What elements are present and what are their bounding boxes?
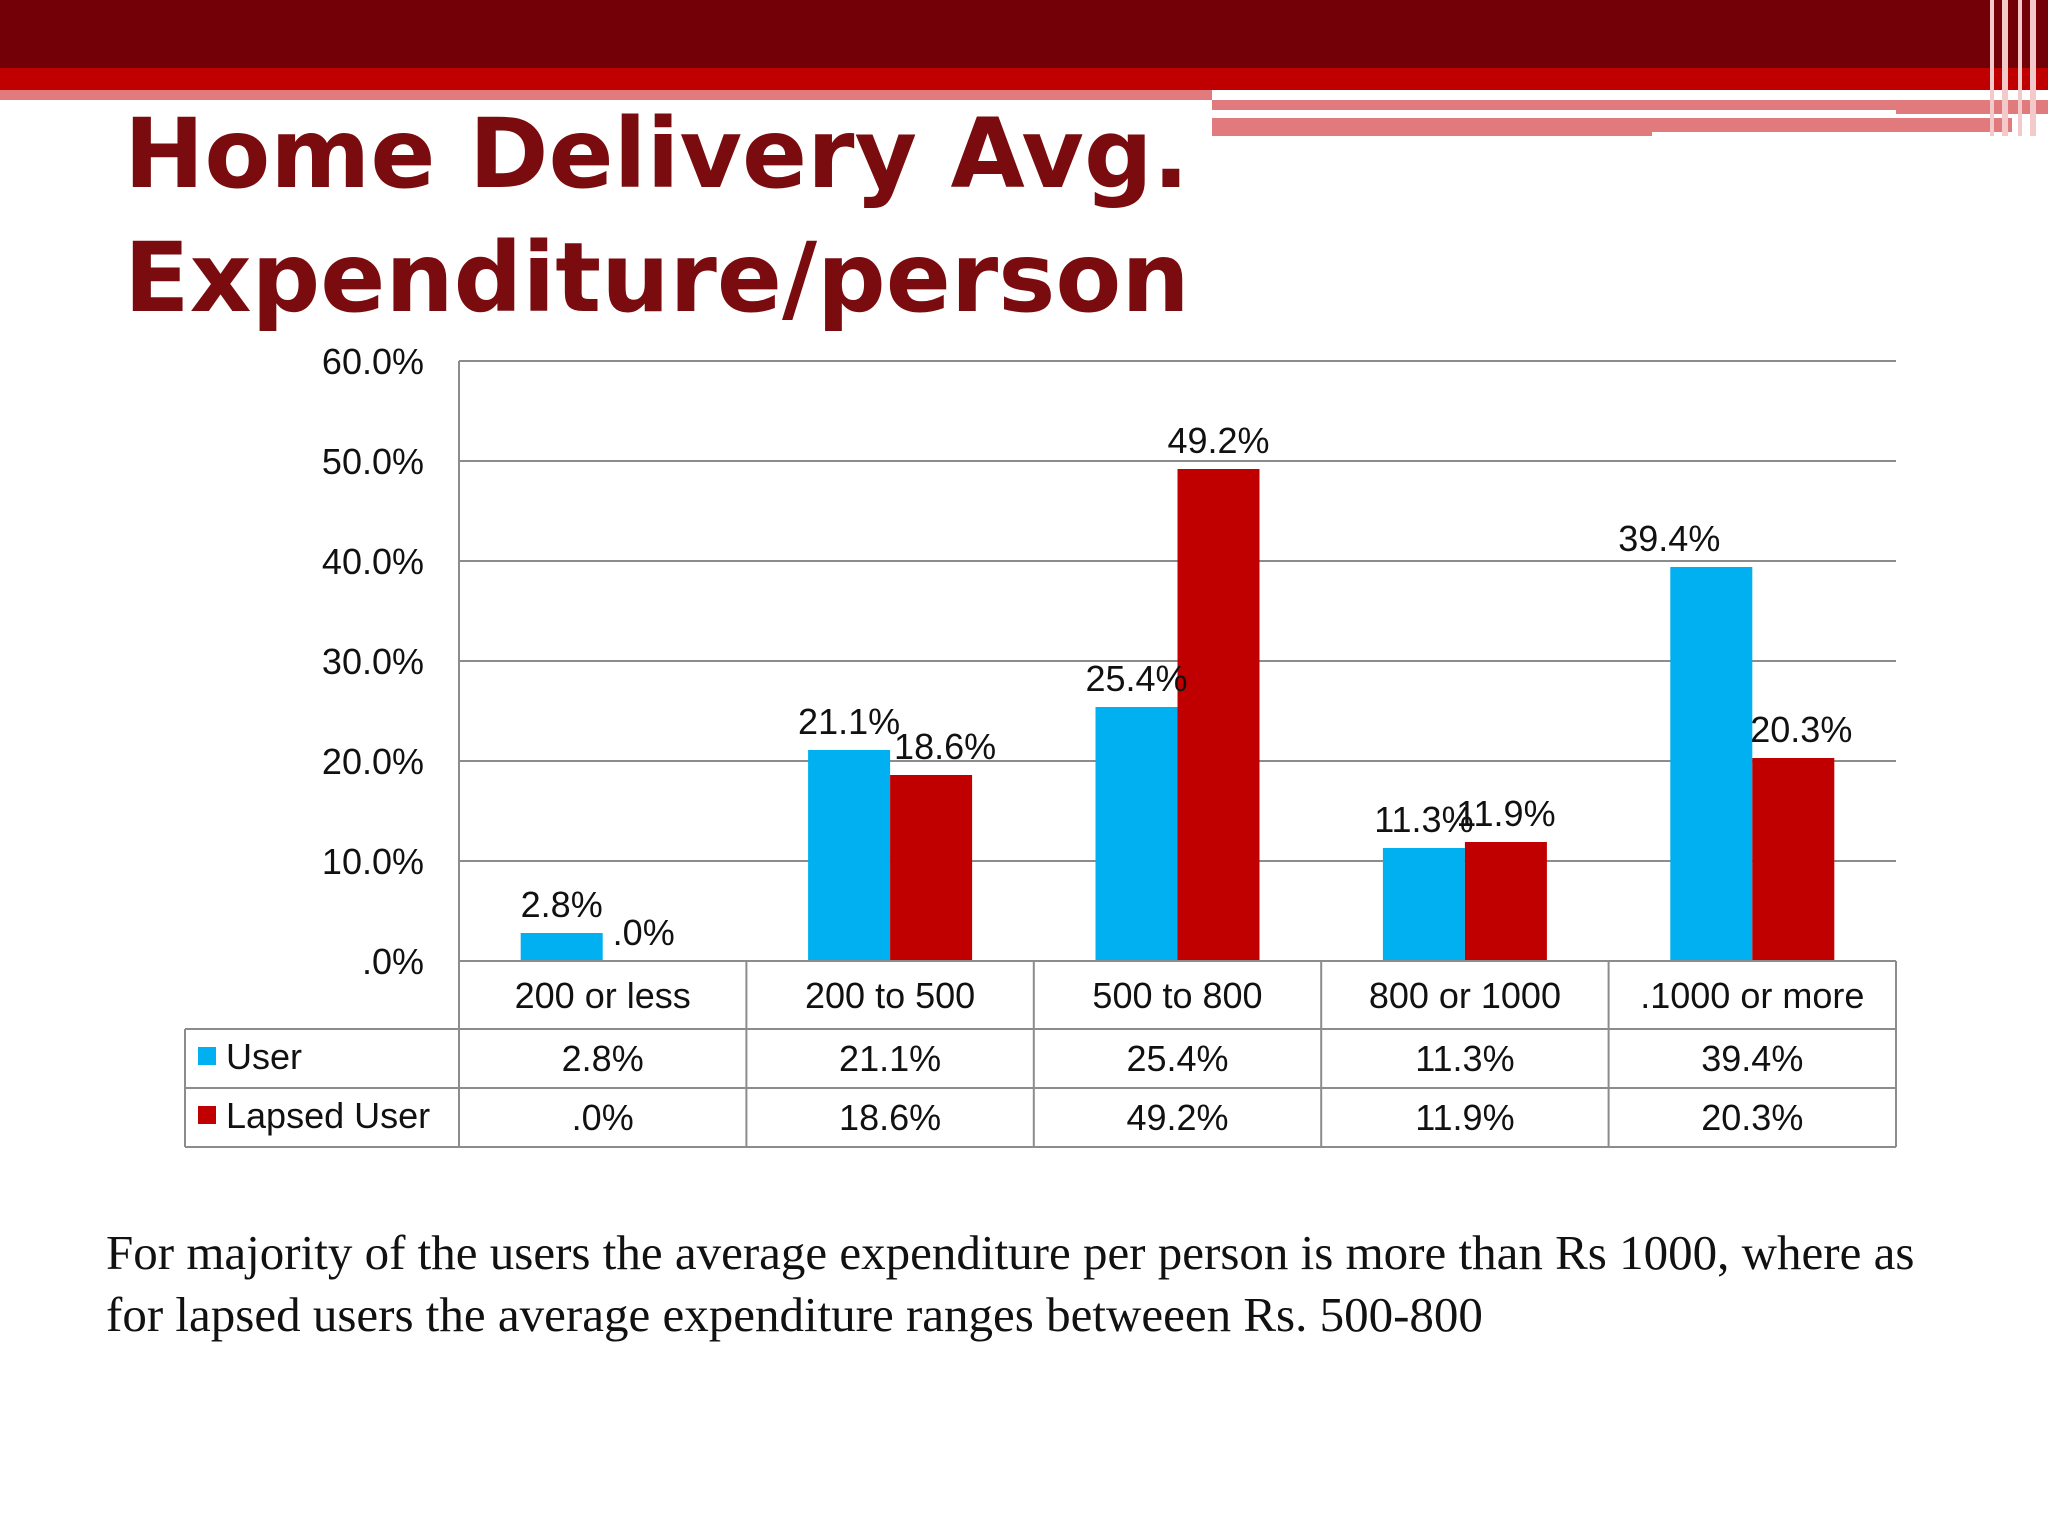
y-tick-label: 40.0%	[322, 541, 424, 582]
y-tick-label: 60.0%	[322, 341, 424, 382]
table-cell-user: 21.1%	[839, 1038, 941, 1079]
legend-label-user: User	[226, 1036, 302, 1077]
header-decoration	[0, 0, 2048, 136]
bar-lapsed-user	[1752, 758, 1835, 961]
header-stripe-2	[2002, 0, 2008, 136]
bar-user	[1670, 567, 1753, 961]
table-cell-user: 39.4%	[1701, 1038, 1803, 1079]
header-band-dark	[0, 0, 2048, 68]
table-cell-user: 11.3%	[1415, 1038, 1514, 1079]
data-table: 200 or less 200 to 500 500 to 800 800 or 10…	[184, 960, 1897, 1148]
slide-title: Home Delivery Avg. Expenditure/person	[124, 92, 1190, 340]
y-tick-label: 50.0%	[322, 441, 424, 482]
data-label-user: 2.8%	[521, 884, 603, 925]
table-cell-lapsed-user: 49.2%	[1126, 1097, 1228, 1138]
header-band-pink-lower	[1212, 118, 1652, 136]
data-label-user: 21.1%	[798, 701, 900, 742]
x-category-label: 500 to 800	[1092, 975, 1262, 1016]
table-cell-user: 2.8%	[562, 1038, 644, 1079]
table-cell-lapsed-user: 11.9%	[1415, 1097, 1514, 1138]
slide-title-line-1: Home Delivery Avg.	[124, 98, 1190, 210]
y-tick-label: 20.0%	[322, 741, 424, 782]
slide-note: For majority of the users the average ex…	[106, 1225, 1915, 1342]
legend-label-lapsed-user: Lapsed User	[226, 1095, 430, 1136]
y-tick-label: 10.0%	[322, 841, 424, 882]
data-label-user: 39.4%	[1618, 518, 1720, 559]
bar-lapsed-user	[1464, 842, 1547, 961]
header-line-white	[1212, 110, 1896, 116]
table-cell-lapsed-user: 18.6%	[839, 1097, 941, 1138]
data-label-user: 11.3%	[1374, 799, 1473, 840]
header-stripe-3	[2018, 0, 2022, 136]
header-band-pink	[0, 90, 1212, 100]
x-category-label: .1000 or more	[1640, 975, 1864, 1016]
bar-lapsed-user	[890, 775, 973, 961]
data-label-user: 25.4%	[1085, 658, 1187, 699]
data-label-lapsed-user: 20.3%	[1750, 709, 1852, 750]
x-category-label: 200 to 500	[805, 975, 975, 1016]
data-labels: 2.8% 21.1% 25.4% 11.3% 39.4% .0% 18.6% 49.2% 11.…	[521, 420, 1853, 953]
legend-swatch-lapsed-user	[198, 1106, 216, 1124]
bar-user	[1382, 848, 1465, 961]
y-tick-label: .0%	[362, 941, 424, 982]
header-band-red	[0, 68, 2048, 90]
header-stripe-4	[2030, 0, 2036, 136]
bar-user	[808, 750, 891, 961]
data-label-lapsed-user: 11.9%	[1456, 793, 1555, 834]
bar-user	[520, 933, 603, 961]
table-cell-lapsed-user: 20.3%	[1701, 1097, 1803, 1138]
bar-user	[1095, 707, 1178, 961]
data-label-lapsed-user: 18.6%	[894, 726, 996, 767]
x-category-label: 200 or less	[515, 975, 691, 1016]
slide-title-line-2: Expenditure/person	[124, 222, 1190, 334]
header-stripe-1	[1990, 0, 1994, 136]
y-tick-label: 30.0%	[322, 641, 424, 682]
bar-lapsed-user	[1177, 469, 1260, 961]
table-cell-lapsed-user: .0%	[572, 1097, 634, 1138]
y-axis-tick-labels: .0% 10.0% 20.0% 30.0% 40.0% 50.0% 60.0%	[322, 341, 424, 982]
legend-swatch-user	[198, 1047, 216, 1065]
table-cell-user: 25.4%	[1126, 1038, 1228, 1079]
header-band-pink-lower-right	[1652, 118, 2012, 132]
data-label-lapsed-user: .0%	[613, 912, 675, 953]
data-label-lapsed-user: 49.2%	[1167, 420, 1269, 461]
x-category-label: 800 or 1000	[1369, 975, 1561, 1016]
bars	[520, 469, 1835, 961]
